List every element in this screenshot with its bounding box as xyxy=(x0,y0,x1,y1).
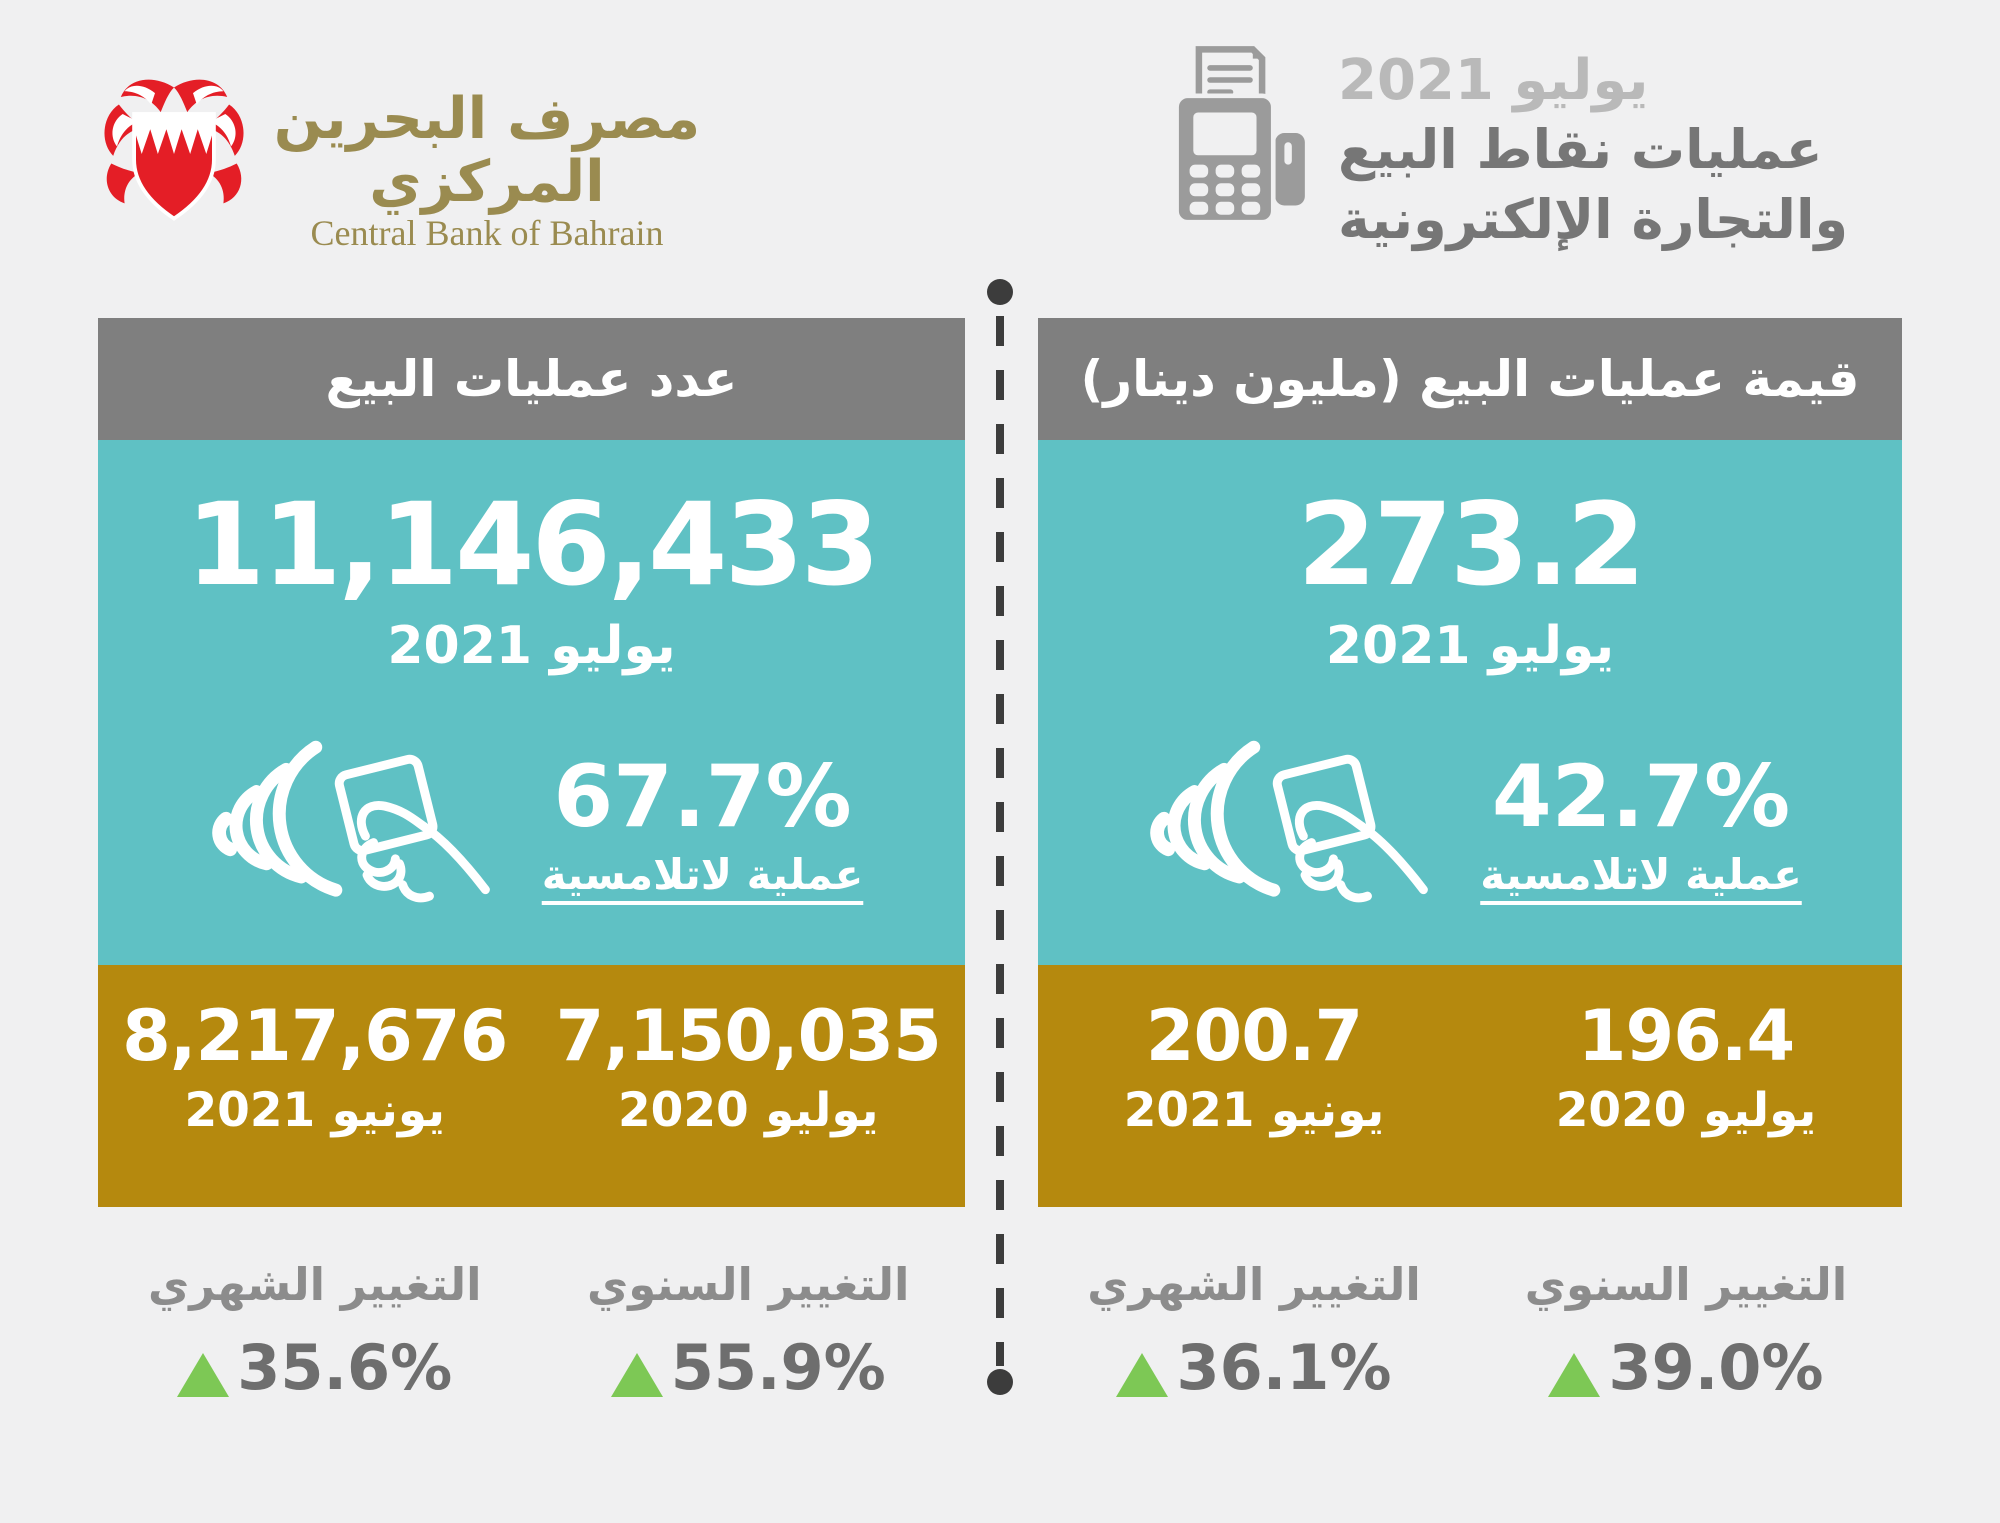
change-percentage: 55.9% xyxy=(670,1331,886,1404)
change-value-row: 55.9% xyxy=(532,1337,966,1399)
current-value: 273.2 xyxy=(1297,478,1646,611)
current-value: 11,146,433 xyxy=(185,478,880,611)
previous-period: يونيو 2021 xyxy=(184,1083,446,1138)
contactless-percentage: 67.7% xyxy=(553,746,852,847)
panel-sales-count: عدد عمليات البيع 11,146,433 يوليو 2021 xyxy=(98,318,965,1207)
monthly-change: التغيير الشهري 35.6% xyxy=(98,1258,532,1399)
previous-year-column: 7,150,035 يوليو 2020 xyxy=(532,965,966,1207)
previous-value: 7,150,035 xyxy=(555,995,942,1077)
previous-value: 200.7 xyxy=(1145,995,1363,1077)
cbb-arabic-calligraphy: مصرف البحرين المركزي xyxy=(273,86,701,215)
previous-period: يوليو 2020 xyxy=(1555,1083,1817,1138)
contactless-payment-icon xyxy=(211,740,490,903)
previous-value: 8,217,676 xyxy=(122,995,508,1077)
current-period-section: 11,146,433 يوليو 2021 xyxy=(98,440,965,965)
change-percentage: 36.1% xyxy=(1176,1331,1392,1404)
change-up-triangle-icon xyxy=(1548,1353,1601,1397)
pos-terminal-icon xyxy=(1174,46,1305,225)
panel-title: قيمة عمليات البيع (مليون دينار) xyxy=(1038,318,1902,440)
report-title-line1: عمليات نقاط البيع xyxy=(1338,118,1823,181)
contactless-payment-icon xyxy=(1150,740,1429,903)
contactless-percentage: 42.7% xyxy=(1491,746,1791,847)
previous-periods-section: 8,217,676 يونيو 2021 7,150,035 يوليو 202… xyxy=(98,965,965,1207)
previous-month-column: 8,217,676 يونيو 2021 xyxy=(98,965,532,1207)
annual-change: التغيير السنوي 39.0% xyxy=(1470,1258,1902,1399)
change-up-triangle-icon xyxy=(177,1353,230,1397)
previous-month-column: 200.7 يونيو 2021 xyxy=(1038,965,1470,1207)
current-period: يوليو 2021 xyxy=(387,616,676,676)
contactless-stat: 67.7% عملية لاتلامسية xyxy=(542,754,864,899)
change-value-row: 35.6% xyxy=(98,1337,532,1399)
monthly-change: التغيير الشهري 36.1% xyxy=(1038,1258,1470,1399)
change-label: التغيير الشهري xyxy=(147,1258,482,1311)
panel-title: عدد عمليات البيع xyxy=(98,318,965,440)
previous-period: يونيو 2021 xyxy=(1123,1083,1385,1138)
previous-period: يوليو 2020 xyxy=(617,1083,879,1138)
change-percentage: 39.0% xyxy=(1608,1331,1824,1404)
current-period-section: 273.2 يوليو 2021 xyxy=(1038,440,1902,965)
current-period: يوليو 2021 xyxy=(1325,616,1615,676)
report-period: يوليو 2021 xyxy=(1338,48,1649,113)
change-value-row: 36.1% xyxy=(1038,1337,1470,1399)
changes-row-sales-count: التغيير الشهري 35.6% التغيير السنوي 55.9… xyxy=(98,1258,965,1399)
changes-row-sales-value: التغيير الشهري 36.1% التغيير السنوي 39.0… xyxy=(1038,1258,1902,1399)
annual-change: التغيير السنوي 55.9% xyxy=(532,1258,966,1399)
report-title-line2: والتجارة الإلكترونية xyxy=(1338,188,1849,251)
contactless-stat: 42.7% عملية لاتلامسية xyxy=(1480,754,1802,899)
change-label: التغيير السنوي xyxy=(1524,1258,1848,1311)
contactless-row: 67.7% عملية لاتلامسية xyxy=(98,735,965,917)
previous-periods-section: 200.7 يونيو 2021 196.4 يوليو 2020 xyxy=(1038,965,1902,1207)
change-up-triangle-icon xyxy=(610,1353,663,1397)
change-percentage: 35.6% xyxy=(237,1331,453,1404)
change-label: التغيير السنوي xyxy=(587,1258,910,1311)
change-value-row: 39.0% xyxy=(1470,1337,1902,1399)
contactless-label: عملية لاتلامسية xyxy=(541,849,864,899)
dashed-divider xyxy=(987,279,1013,1395)
bahrain-crest-icon xyxy=(104,79,244,221)
contactless-row: 42.7% عملية لاتلامسية xyxy=(1038,735,1902,917)
panel-sales-value: قيمة عمليات البيع (مليون دينار) 273.2 يو… xyxy=(1038,318,1902,1207)
previous-year-column: 196.4 يوليو 2020 xyxy=(1470,965,1902,1207)
previous-value: 196.4 xyxy=(1577,995,1795,1077)
contactless-label: عملية لاتلامسية xyxy=(1480,849,1802,899)
cbb-english-name: Central Bank of Bahrain xyxy=(310,213,664,253)
change-up-triangle-icon xyxy=(1116,1353,1169,1397)
change-label: التغيير الشهري xyxy=(1087,1258,1421,1311)
